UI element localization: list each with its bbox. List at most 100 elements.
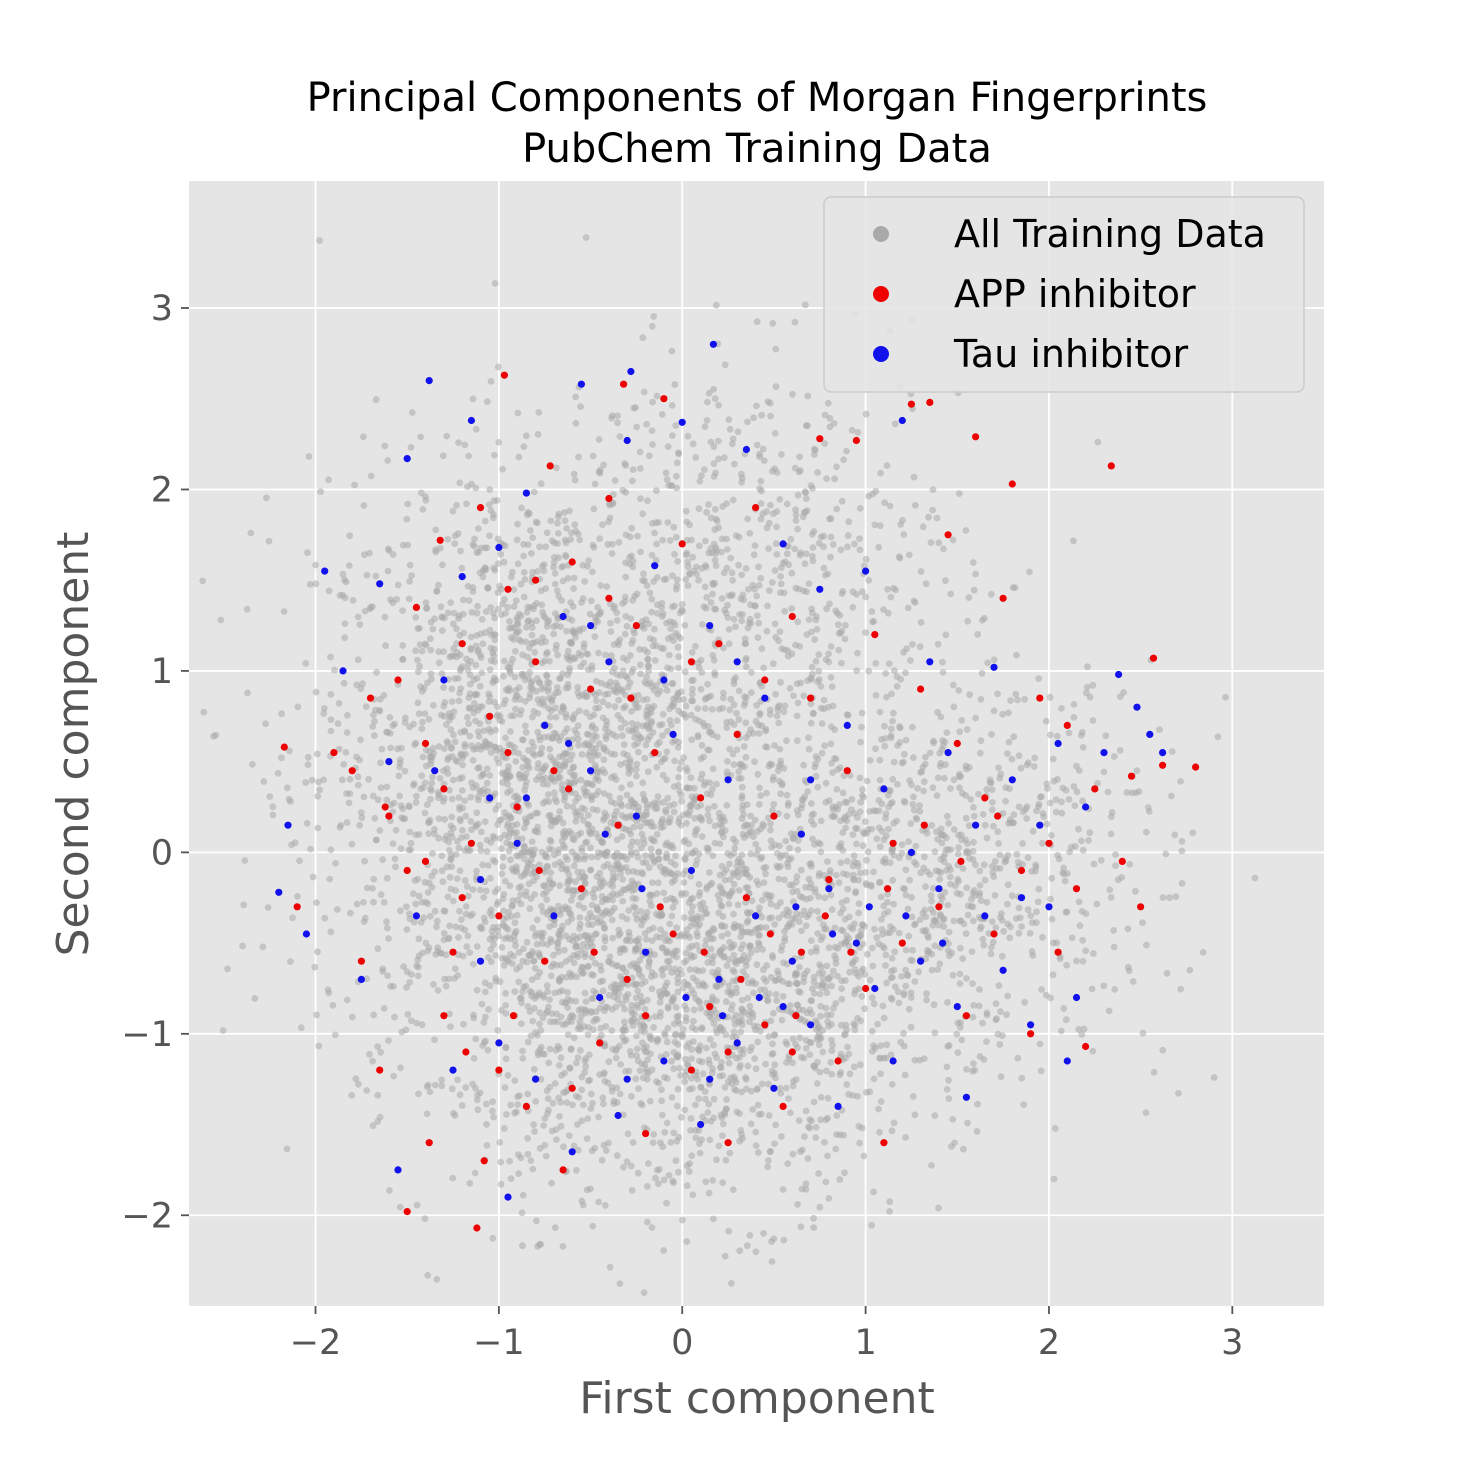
background-point [674,643,682,651]
background-point [825,1195,833,1202]
background-point [721,1084,729,1091]
background-point [543,1087,551,1095]
background-point [808,1117,815,1125]
background-point [628,1093,635,1100]
background-point [598,1156,606,1164]
background-point [593,733,600,741]
background-point [467,818,475,825]
background-point [911,1056,919,1064]
background-point [791,972,799,979]
background-point [720,953,728,961]
background-point [526,694,533,702]
background-point [640,1289,648,1296]
background-point [529,850,536,858]
background-point [353,900,361,908]
background-point [644,655,652,663]
background-point [515,627,523,635]
background-point [278,710,285,718]
background-point [1057,1027,1065,1035]
background-point [1046,731,1054,739]
background-point [429,773,436,781]
background-point [829,967,837,975]
background-point [539,1050,546,1058]
background-point [458,564,466,572]
background-point [646,635,654,642]
background-point [1090,860,1098,868]
background-point [440,930,448,937]
background-point [539,608,546,616]
background-point [560,509,568,516]
background-point [518,835,526,843]
background-point [843,1081,851,1088]
background-point [859,921,867,929]
background-point [703,910,711,918]
background-point [767,826,774,834]
background-point [327,727,335,735]
background-point [643,913,650,921]
background-point [933,792,941,799]
background-point [470,1014,478,1022]
background-point [705,1100,713,1108]
background-point [399,642,407,649]
background-point [873,934,881,941]
background-point [611,477,619,484]
background-point [500,907,507,915]
background-point [610,981,618,989]
background-point [465,705,473,712]
background-point [423,801,431,808]
background-point [501,596,508,603]
background-point [554,939,562,947]
background-point [672,852,679,860]
background-point [613,849,621,857]
background-point [613,616,621,624]
background-point [996,851,1004,859]
background-point [662,841,669,849]
background-point [449,1174,457,1182]
background-point [710,802,718,810]
background-point [399,607,406,614]
background-point [937,869,944,876]
background-point [617,984,624,992]
background-point [521,576,529,583]
background-point [886,1198,894,1206]
background-point [620,1163,627,1171]
background-point [548,1179,555,1187]
background-point [979,1019,986,1027]
background-point [448,744,455,751]
background-point [435,659,443,667]
background-point [781,876,788,884]
background-point [530,957,537,965]
background-point [833,1112,841,1119]
background-point [344,711,351,719]
background-point [1032,867,1039,875]
background-point [559,819,567,827]
background-point [967,796,975,803]
background-point [808,997,816,1005]
background-point [906,876,913,884]
background-point [371,717,378,725]
background-point [676,1064,684,1072]
background-point [648,608,655,616]
background-point [456,1091,464,1099]
background-point [324,986,332,994]
background-point [784,980,792,988]
background-point [635,1085,642,1093]
background-point [487,644,495,652]
background-point [841,915,849,923]
background-point [1027,912,1035,919]
background-point [680,879,688,886]
background-point [658,1086,665,1094]
background-point [380,899,388,906]
background-point [325,587,333,595]
background-point [919,763,927,771]
background-point [615,538,623,546]
background-point [767,837,775,845]
background-point [1135,788,1143,795]
background-point [1048,832,1055,839]
background-point [847,923,854,931]
background-point [551,789,558,797]
background-point [529,685,536,693]
background-point [858,792,866,799]
background-point [469,757,477,764]
background-point [1062,1016,1070,1024]
